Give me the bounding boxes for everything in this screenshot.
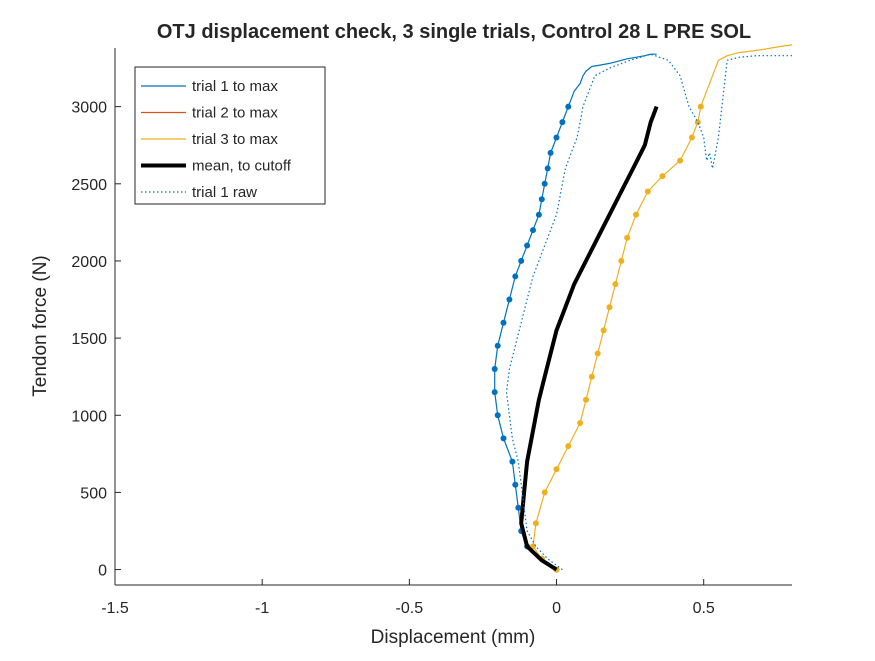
data-point bbox=[541, 180, 548, 187]
data-point bbox=[506, 296, 513, 303]
data-point bbox=[509, 458, 516, 465]
y-tick-label: 3000 bbox=[71, 100, 107, 117]
legend-label-trial-2-to-max: trial 2 to max bbox=[192, 105, 278, 122]
data-point bbox=[644, 188, 651, 195]
data-point bbox=[512, 481, 519, 488]
series-line-mean-to-cutoff bbox=[519, 105, 659, 572]
legend-label-mean-to-cutoff: mean, to cutoff bbox=[192, 158, 292, 175]
data-point bbox=[553, 466, 560, 473]
legend: trial 1 to max trial 2 to max trial 3 to m… bbox=[134, 66, 326, 205]
data-point bbox=[544, 165, 551, 172]
series-line-trial-1-raw bbox=[505, 53, 792, 571]
data-point bbox=[532, 520, 539, 527]
data-point bbox=[606, 304, 613, 311]
data-point bbox=[518, 257, 525, 264]
axes bbox=[114, 48, 792, 586]
data-point bbox=[565, 443, 572, 450]
data-point bbox=[624, 234, 631, 241]
series-group bbox=[491, 44, 793, 573]
data-point bbox=[515, 504, 522, 511]
x-tick-label: 0.5 bbox=[693, 600, 715, 617]
legend-entries: trial 1 to max trial 2 to max trial 3 to m… bbox=[141, 78, 292, 201]
y-tick-label: 2000 bbox=[71, 254, 107, 271]
y-axis-label: Tendon force (N) bbox=[30, 255, 51, 397]
legend-label-trial-1-to-max: trial 1 to max bbox=[192, 78, 278, 95]
y-tick-label: 2500 bbox=[71, 177, 107, 194]
legend-box bbox=[134, 66, 326, 205]
data-point bbox=[530, 227, 536, 234]
legend-label-trial-1-raw: trial 1 raw bbox=[192, 184, 257, 201]
data-point bbox=[594, 350, 601, 357]
data-point bbox=[600, 327, 607, 334]
data-point bbox=[694, 119, 701, 126]
data-point bbox=[491, 389, 498, 396]
x-tick-label: 0 bbox=[552, 600, 561, 617]
ticks: -1.5 -1 -0.5 0 0.5 0 500 1000 1500 2000 2500 3000 bbox=[71, 100, 715, 617]
data-point bbox=[565, 103, 572, 110]
data-point bbox=[633, 211, 639, 218]
data-point bbox=[553, 134, 560, 141]
chart-title: OTJ displacement check, 3 single trials,… bbox=[157, 21, 751, 43]
y-tick-label: 1500 bbox=[71, 331, 107, 348]
data-point bbox=[494, 412, 501, 419]
x-tick-label: -0.5 bbox=[396, 600, 424, 617]
y-tick-label: 0 bbox=[98, 563, 107, 580]
legend-label-trial-3-to-max: trial 3 to max bbox=[192, 131, 278, 148]
data-point bbox=[524, 242, 531, 249]
data-point bbox=[588, 373, 595, 380]
data-point bbox=[618, 257, 625, 264]
data-point bbox=[541, 489, 548, 496]
y-tick-label: 1000 bbox=[71, 408, 107, 425]
data-point bbox=[688, 134, 695, 141]
data-point bbox=[577, 420, 584, 426]
data-point bbox=[500, 435, 507, 442]
x-tick-label: -1.5 bbox=[101, 600, 129, 617]
data-point bbox=[512, 273, 519, 280]
data-point bbox=[659, 173, 666, 180]
data-point bbox=[559, 119, 566, 126]
data-point bbox=[612, 281, 619, 288]
series-line-trial-1-to-max bbox=[494, 53, 657, 571]
data-point bbox=[500, 319, 507, 326]
data-point bbox=[538, 196, 545, 203]
data-point bbox=[535, 211, 542, 218]
data-point bbox=[583, 396, 589, 403]
data-point bbox=[677, 157, 684, 164]
y-tick-label: 500 bbox=[80, 485, 107, 502]
x-axis-label: Displacement (mm) bbox=[371, 627, 536, 648]
data-point bbox=[547, 149, 554, 156]
data-point bbox=[491, 366, 498, 372]
data-point bbox=[697, 103, 704, 110]
x-tick-label: -1 bbox=[255, 600, 269, 617]
data-point bbox=[494, 342, 501, 349]
series-line-trial-3-to-max bbox=[532, 44, 793, 571]
